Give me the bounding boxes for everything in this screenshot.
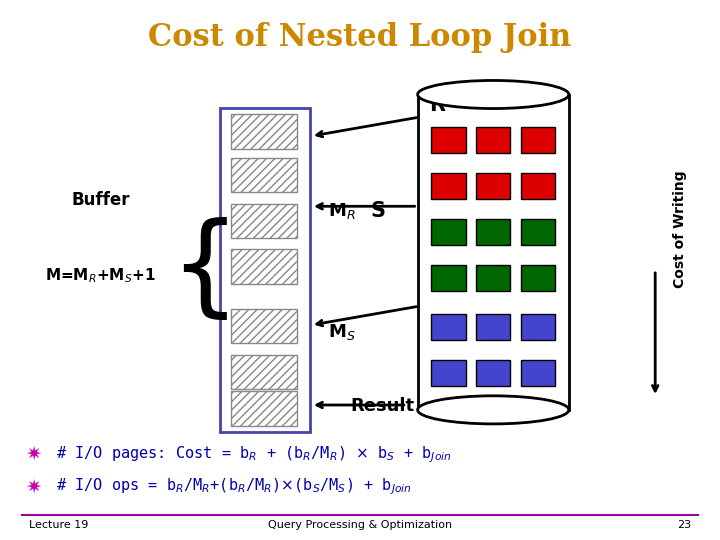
- Text: M=M$_R$+M$_S$+1: M=M$_R$+M$_S$+1: [45, 266, 156, 285]
- Bar: [231, 249, 297, 284]
- Bar: [431, 360, 466, 386]
- Bar: [476, 265, 510, 291]
- Bar: [521, 219, 555, 245]
- Bar: [431, 265, 466, 291]
- Bar: [476, 127, 510, 153]
- Text: 23: 23: [677, 521, 691, 530]
- Text: R: R: [429, 95, 445, 116]
- Text: S: S: [371, 200, 386, 221]
- Bar: [231, 158, 297, 192]
- Bar: [231, 309, 297, 343]
- Bar: [476, 219, 510, 245]
- Text: Buffer: Buffer: [71, 191, 130, 209]
- Bar: [476, 314, 510, 340]
- Text: Cost of Writing: Cost of Writing: [673, 171, 688, 288]
- Bar: [521, 173, 555, 199]
- Bar: [521, 127, 555, 153]
- Bar: [431, 219, 466, 245]
- Bar: [231, 204, 297, 238]
- Text: # I/O pages: Cost = b$_R$ + (b$_R$/M$_R$) $\times$ b$_S$ + b$_{Join}$: # I/O pages: Cost = b$_R$ + (b$_R$/M$_R$…: [56, 444, 451, 465]
- Text: Result: Result: [351, 397, 415, 415]
- Bar: [431, 314, 466, 340]
- Bar: [476, 173, 510, 199]
- Text: M$_R$: M$_R$: [328, 200, 355, 221]
- Bar: [476, 360, 510, 386]
- Text: {: {: [169, 217, 240, 323]
- Text: # I/O ops = b$_R$/M$_R$+(b$_R$/M$_R$)$\times$(b$_S$/M$_S$) + b$_{Join}$: # I/O ops = b$_R$/M$_R$+(b$_R$/M$_R$)$\t…: [56, 477, 412, 497]
- Bar: [231, 114, 297, 148]
- Bar: [231, 392, 297, 426]
- Text: M$_S$: M$_S$: [328, 322, 355, 342]
- Text: Cost of Nested Loop Join: Cost of Nested Loop Join: [148, 22, 572, 53]
- Bar: [521, 360, 555, 386]
- Text: ✷: ✷: [25, 477, 42, 497]
- Bar: [431, 127, 466, 153]
- Text: Query Processing & Optimization: Query Processing & Optimization: [268, 521, 452, 530]
- Ellipse shape: [418, 80, 569, 109]
- Bar: [521, 314, 555, 340]
- Text: Lecture 19: Lecture 19: [29, 521, 88, 530]
- Bar: [220, 108, 310, 432]
- Bar: [521, 265, 555, 291]
- Bar: [418, 94, 569, 410]
- Bar: [231, 355, 297, 389]
- Text: ✷: ✷: [25, 445, 42, 464]
- Bar: [431, 173, 466, 199]
- Ellipse shape: [418, 396, 569, 424]
